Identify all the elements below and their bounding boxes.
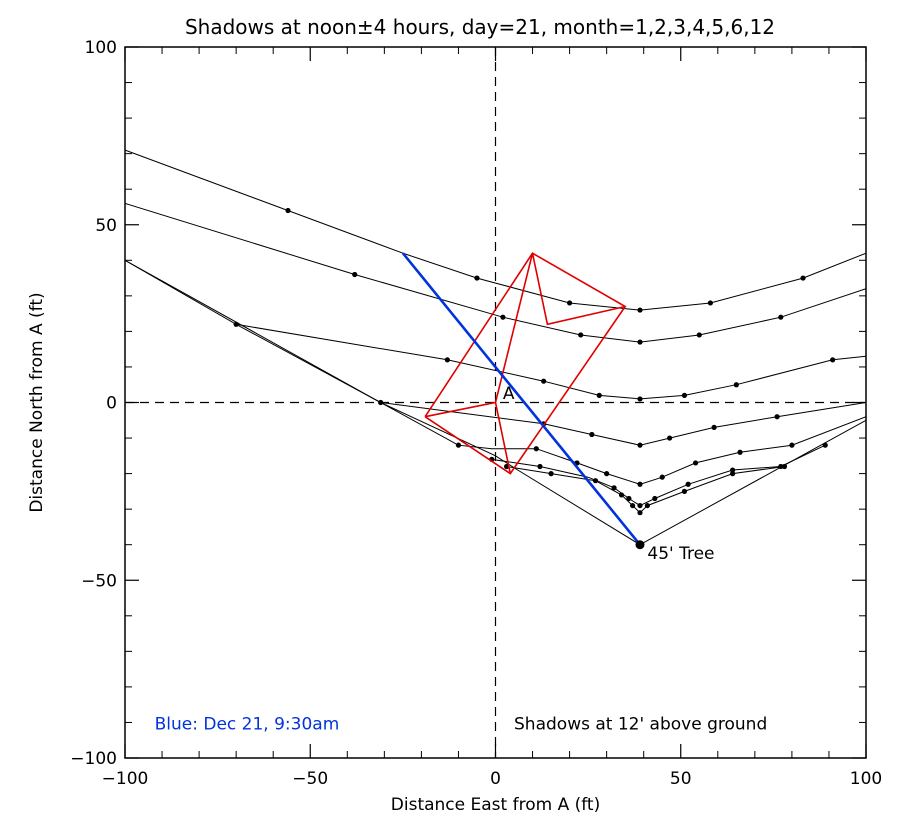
shadow-point-7-3 xyxy=(592,478,599,484)
shadow-point-4-4 xyxy=(637,442,643,448)
x-axis-label: Distance East from A (ft) xyxy=(391,795,600,815)
shadow-point-5-4 xyxy=(604,471,610,477)
shadow-point-1-2 xyxy=(474,275,480,281)
shadow-point-6-3 xyxy=(611,485,617,491)
shadow-point-1-6 xyxy=(800,275,806,281)
shadow-point-1-3 xyxy=(567,300,573,306)
x-tick-label: −100 xyxy=(102,769,149,789)
shadow-point-3-6 xyxy=(681,392,688,398)
tree-point xyxy=(635,540,645,550)
y-tick-label: −100 xyxy=(70,749,117,769)
shadow-point-6-5 xyxy=(637,502,643,509)
shadow-point-7-5 xyxy=(629,502,636,509)
shadow-point-3-5 xyxy=(637,396,643,402)
shadow-point-4-7 xyxy=(774,414,780,420)
shadow-line-8 xyxy=(125,259,866,546)
shadow-line-2 xyxy=(125,202,866,343)
shadow-height-note: Shadows at 12' above ground xyxy=(514,715,767,735)
shadow-point-3-8 xyxy=(830,357,836,363)
shadow-point-5-2 xyxy=(533,446,539,452)
shadow-point-7-2 xyxy=(548,471,554,477)
shadow-point-1-1 xyxy=(285,207,291,214)
blue-shadow-note: Blue: Dec 21, 9:30am xyxy=(155,715,340,735)
house-outline-group xyxy=(424,252,627,475)
shadow-line-3 xyxy=(125,259,866,400)
shadow-line-6 xyxy=(491,444,826,507)
shadow-point-3-7 xyxy=(733,382,739,388)
shadow-point-7-8 xyxy=(681,488,688,494)
shadow-point-4-6 xyxy=(711,424,717,430)
shadow-point-2-2 xyxy=(500,314,506,320)
y-axis-label: Distance North from A (ft) xyxy=(27,292,47,512)
house-inner-line-1 xyxy=(424,401,512,474)
shadow-point-6-8 xyxy=(730,467,736,473)
tree-label: 45' Tree xyxy=(647,544,714,564)
y-tick-label: 0 xyxy=(106,394,117,414)
shadow-point-5-9 xyxy=(789,442,795,448)
shadow-point-6-4 xyxy=(626,495,632,502)
shadow-line-4 xyxy=(235,323,866,446)
shadow-point-2-6 xyxy=(778,314,784,320)
shadow-point-2-1 xyxy=(352,271,358,278)
shadow-point-1-5 xyxy=(707,300,713,306)
blue-shadow-group xyxy=(401,252,645,550)
shadow-line-7 xyxy=(506,466,785,514)
chart-title: Shadows at noon±4 hours, day=21, month=1… xyxy=(185,15,775,39)
shadow-point-7-10 xyxy=(781,463,788,470)
shadow-point-5-8 xyxy=(737,449,743,455)
shadow-point-6-2 xyxy=(537,463,543,470)
y-tick-label: −50 xyxy=(81,571,117,591)
shadow-line-1 xyxy=(125,149,866,311)
shadow-point-4-5 xyxy=(667,435,673,441)
point-a-label: A xyxy=(503,384,515,404)
shadow-point-4-3 xyxy=(589,431,595,438)
shadow-series-group xyxy=(125,149,866,546)
shadow-point-7-9 xyxy=(730,471,736,477)
house-inner-line-2 xyxy=(494,253,534,403)
x-tick-label: 100 xyxy=(850,769,882,789)
x-tick-label: −50 xyxy=(292,769,328,789)
shadow-point-6-6 xyxy=(652,495,658,502)
x-tick-label: 0 xyxy=(490,769,501,789)
shadow-point-7-4 xyxy=(618,492,625,498)
shadow-point-2-4 xyxy=(637,339,643,345)
house-outline xyxy=(424,252,627,475)
shadow-point-5-6 xyxy=(659,474,665,480)
shadow-point-5-5 xyxy=(637,481,643,487)
reference-lines xyxy=(125,47,866,758)
blue-shadow-line xyxy=(401,252,642,546)
axis-ticks-group: −100 −50 0 50 100 −100 −50 0 50 100 xyxy=(70,38,882,789)
y-tick-label: 100 xyxy=(85,38,117,58)
shadow-point-3-4 xyxy=(596,392,602,398)
shadow-point-3-2 xyxy=(444,357,450,363)
x-tick-label: 50 xyxy=(670,769,692,789)
shadow-line-5 xyxy=(380,402,866,485)
shadow-point-2-3 xyxy=(578,332,584,338)
shadow-point-1-4 xyxy=(637,307,643,313)
y-tick-label: 50 xyxy=(95,216,117,236)
shadow-point-5-1 xyxy=(455,442,462,448)
shadow-point-7-7 xyxy=(644,502,651,509)
shadow-point-7-6 xyxy=(637,510,643,516)
shadow-point-6-7 xyxy=(685,481,691,487)
shadow-point-2-5 xyxy=(696,332,702,338)
shadow-point-5-7 xyxy=(692,460,699,466)
shadow-point-3-3 xyxy=(541,378,547,384)
house-inner-line-3 xyxy=(531,253,626,326)
